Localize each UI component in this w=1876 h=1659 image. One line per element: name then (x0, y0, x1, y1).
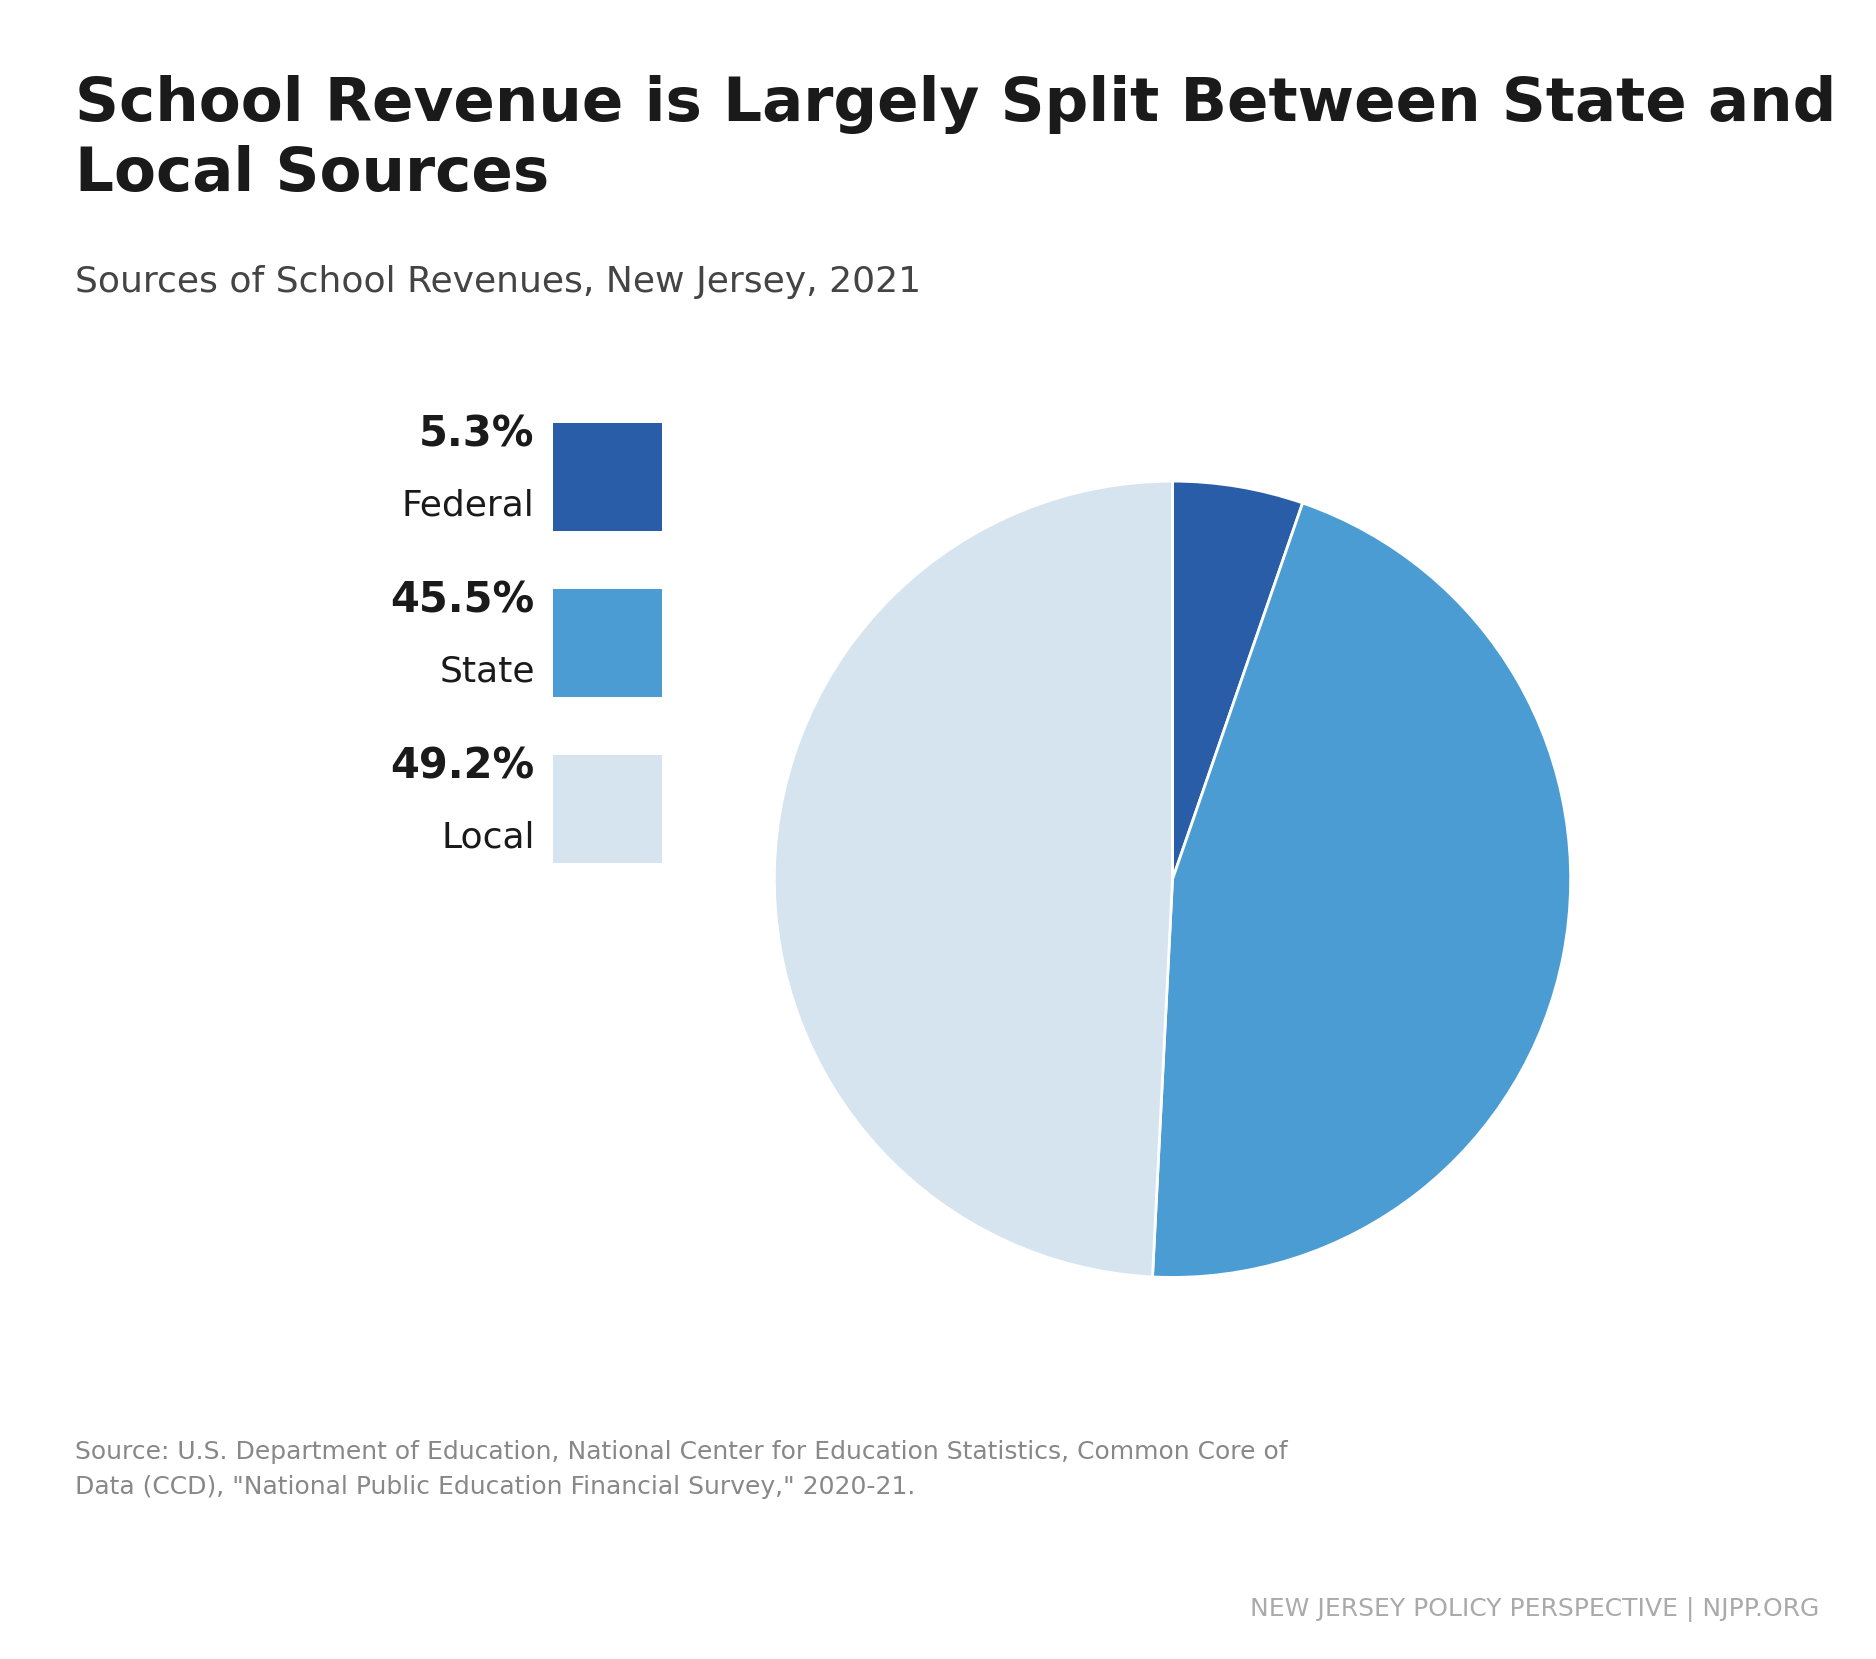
Text: Local: Local (441, 821, 535, 854)
Text: State: State (439, 655, 535, 688)
Text: Sources of School Revenues, New Jersey, 2021: Sources of School Revenues, New Jersey, … (75, 265, 921, 299)
Text: 5.3%: 5.3% (418, 413, 535, 456)
Text: Federal: Federal (401, 489, 535, 523)
Wedge shape (1152, 503, 1570, 1277)
Text: NEW JERSEY POLICY PERSPECTIVE | NJPP.ORG: NEW JERSEY POLICY PERSPECTIVE | NJPP.ORG (1251, 1596, 1820, 1623)
Wedge shape (775, 481, 1172, 1277)
Text: 45.5%: 45.5% (390, 579, 535, 622)
Text: 49.2%: 49.2% (390, 745, 535, 788)
Wedge shape (1172, 481, 1302, 879)
Text: Source: U.S. Department of Education, National Center for Education Statistics, : Source: U.S. Department of Education, Na… (75, 1440, 1287, 1500)
Text: School Revenue is Largely Split Between State and
Local Sources: School Revenue is Largely Split Between … (75, 75, 1837, 204)
